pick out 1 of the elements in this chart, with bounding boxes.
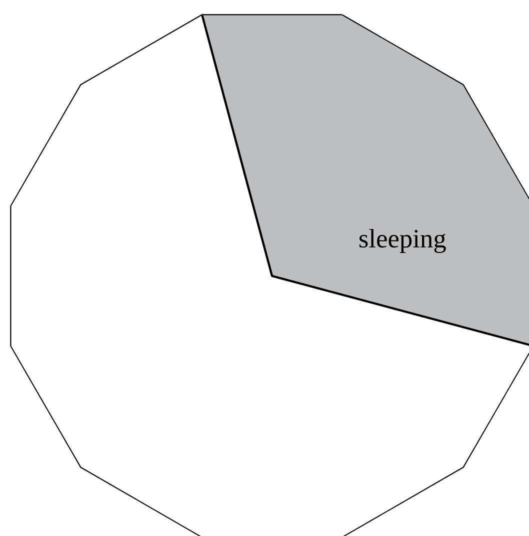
slice-label: sleeping (360, 229, 446, 254)
